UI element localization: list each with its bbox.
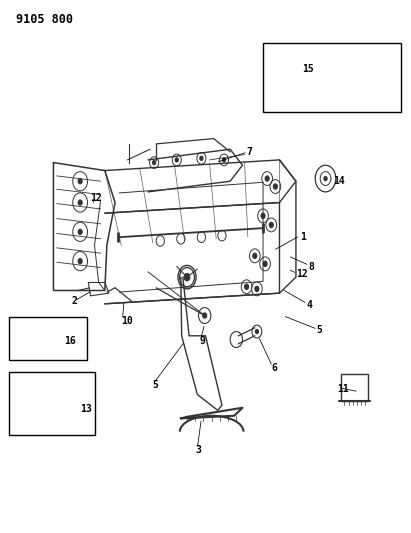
Circle shape [255, 286, 259, 292]
Text: 9: 9 [199, 336, 205, 346]
Circle shape [222, 158, 226, 162]
Text: 13: 13 [80, 405, 92, 414]
Text: 16: 16 [64, 336, 76, 346]
Bar [9, 372, 95, 435]
Text: 12: 12 [90, 193, 102, 203]
Text: 6: 6 [271, 363, 277, 373]
Circle shape [78, 200, 82, 205]
Circle shape [152, 160, 156, 165]
Circle shape [269, 222, 273, 228]
Circle shape [273, 184, 277, 189]
Text: 11: 11 [337, 384, 349, 394]
Circle shape [255, 329, 259, 334]
Bar [9, 317, 87, 360]
Circle shape [265, 176, 269, 181]
Circle shape [78, 179, 82, 184]
Text: 4: 4 [306, 300, 312, 310]
Circle shape [200, 156, 203, 160]
Text: 3: 3 [195, 446, 201, 455]
Text: 8: 8 [308, 262, 314, 271]
Bar [263, 43, 401, 112]
Circle shape [263, 261, 267, 266]
Text: 15: 15 [273, 99, 284, 108]
Text: 7: 7 [247, 147, 252, 157]
Text: 1: 1 [300, 232, 306, 242]
Circle shape [78, 259, 82, 264]
Text: 15: 15 [302, 64, 314, 74]
Text: 5: 5 [152, 380, 158, 390]
Text: 9105 800: 9105 800 [16, 13, 74, 26]
Text: 2: 2 [72, 296, 78, 306]
Circle shape [175, 158, 178, 162]
Text: 10: 10 [121, 316, 133, 326]
Circle shape [324, 176, 327, 181]
Circle shape [261, 213, 265, 219]
Circle shape [184, 273, 190, 281]
Text: 5: 5 [316, 326, 322, 335]
Text: 16: 16 [48, 348, 59, 357]
Text: 12: 12 [296, 270, 308, 279]
Circle shape [253, 253, 257, 259]
Circle shape [245, 284, 249, 289]
Circle shape [78, 229, 82, 235]
Circle shape [203, 313, 207, 318]
Text: 14: 14 [333, 176, 345, 186]
Text: 13: 13 [54, 422, 65, 431]
